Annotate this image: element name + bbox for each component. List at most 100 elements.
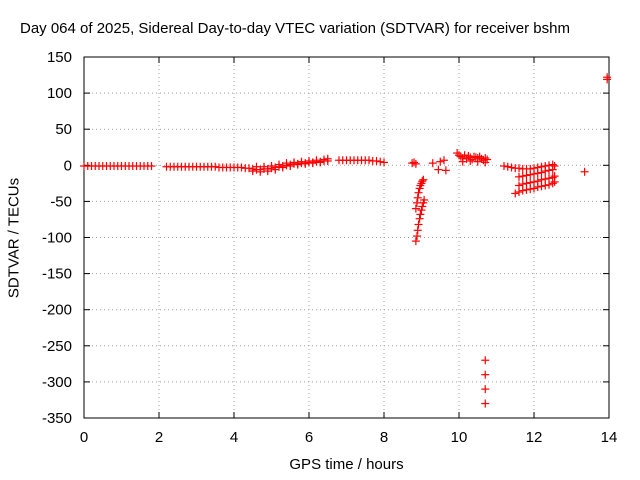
data-point bbox=[526, 170, 535, 179]
y-tick-label: -350 bbox=[42, 410, 72, 427]
data-point bbox=[541, 167, 550, 176]
data-point bbox=[248, 167, 257, 176]
data-point bbox=[410, 158, 418, 167]
data-point bbox=[413, 193, 422, 202]
data-point bbox=[417, 206, 426, 215]
data-point bbox=[533, 169, 542, 178]
data-point bbox=[537, 168, 546, 177]
x-tick-label: 14 bbox=[601, 429, 618, 446]
data-point bbox=[515, 172, 523, 181]
data-point bbox=[479, 156, 488, 165]
data-point bbox=[252, 162, 261, 171]
data-point bbox=[464, 151, 473, 160]
data-point bbox=[256, 167, 265, 176]
plot-border bbox=[83, 56, 610, 419]
data-point bbox=[471, 153, 480, 162]
tick-labels: 0 2 4 6 8 10 12 14 150 100 50 0 -50 -100 -150 -200 -250 -… bbox=[42, 49, 617, 446]
x-axis-label: GPS time / hours bbox=[289, 456, 404, 473]
data-point bbox=[603, 73, 612, 82]
data-point bbox=[456, 152, 465, 161]
x-tick-label: 8 bbox=[380, 429, 388, 446]
axes bbox=[83, 56, 610, 419]
data-point bbox=[453, 149, 462, 158]
data-point bbox=[507, 163, 516, 172]
data-point bbox=[417, 179, 426, 188]
data-point bbox=[413, 198, 421, 207]
data-point bbox=[533, 177, 542, 186]
data-point bbox=[263, 167, 272, 176]
data-point bbox=[275, 160, 283, 169]
y-tick-label: 100 bbox=[47, 85, 72, 102]
data-point bbox=[365, 156, 373, 165]
data-point bbox=[415, 214, 424, 223]
data-point bbox=[418, 177, 427, 186]
data-point bbox=[481, 158, 490, 167]
x-tick-label: 0 bbox=[80, 429, 88, 446]
data-point bbox=[481, 399, 490, 408]
data-point bbox=[550, 162, 559, 171]
data-point bbox=[460, 151, 469, 160]
data-point bbox=[475, 152, 484, 161]
data-point bbox=[147, 162, 156, 171]
data-point bbox=[481, 370, 490, 379]
data-point bbox=[413, 226, 422, 235]
data-point bbox=[518, 172, 527, 181]
data-point bbox=[522, 171, 531, 180]
data-point bbox=[305, 156, 313, 165]
y-axis-label: SDTVAR / TECUs bbox=[5, 177, 23, 299]
data-point bbox=[411, 237, 420, 246]
data-point bbox=[323, 154, 332, 163]
data-point bbox=[526, 178, 535, 187]
data-point bbox=[541, 175, 550, 184]
data-point bbox=[411, 159, 420, 168]
x-tick-label: 6 bbox=[305, 429, 313, 446]
data-point bbox=[503, 162, 512, 171]
data-point bbox=[530, 177, 538, 186]
x-tick-label: 12 bbox=[526, 429, 543, 446]
data-point bbox=[515, 181, 523, 190]
data-point bbox=[458, 157, 467, 166]
data-point bbox=[290, 158, 298, 167]
data-point bbox=[320, 155, 328, 164]
data-points bbox=[80, 73, 612, 408]
data-point bbox=[515, 164, 523, 173]
data-point bbox=[580, 167, 589, 176]
data-point bbox=[211, 162, 220, 171]
data-point bbox=[545, 174, 553, 183]
data-point bbox=[418, 202, 427, 211]
data-point bbox=[434, 165, 443, 174]
data-point bbox=[271, 165, 280, 174]
y-tick-label: 0 bbox=[64, 157, 72, 174]
data-point bbox=[237, 163, 246, 172]
data-point bbox=[481, 385, 490, 394]
data-point bbox=[440, 156, 448, 165]
x-tick-label: 10 bbox=[451, 429, 468, 446]
data-point bbox=[282, 159, 291, 168]
y-tick-label: -50 bbox=[50, 193, 72, 210]
data-point bbox=[518, 180, 527, 189]
data-point bbox=[420, 195, 429, 204]
data-point bbox=[414, 188, 423, 197]
data-point bbox=[372, 156, 381, 165]
data-point bbox=[411, 204, 420, 213]
y-tick-label: 150 bbox=[47, 49, 72, 66]
y-tick-label: -200 bbox=[42, 302, 72, 319]
data-point bbox=[511, 189, 520, 198]
data-point bbox=[530, 169, 538, 178]
data-point bbox=[297, 157, 306, 166]
x-tick-label: 2 bbox=[155, 429, 163, 446]
data-point bbox=[466, 156, 475, 165]
data-point bbox=[441, 166, 450, 175]
y-tick-label: 50 bbox=[55, 121, 72, 138]
chart-title: Day 064 of 2025, Sidereal Day-to-day VTE… bbox=[20, 20, 570, 37]
data-point bbox=[260, 162, 268, 171]
y-tick-label: -250 bbox=[42, 338, 72, 355]
tick-marks bbox=[83, 56, 610, 419]
data-point bbox=[473, 157, 482, 166]
data-point bbox=[376, 157, 385, 166]
data-point bbox=[416, 210, 425, 219]
data-point bbox=[550, 172, 559, 181]
data-point bbox=[419, 175, 428, 184]
grid-lines bbox=[84, 57, 609, 418]
